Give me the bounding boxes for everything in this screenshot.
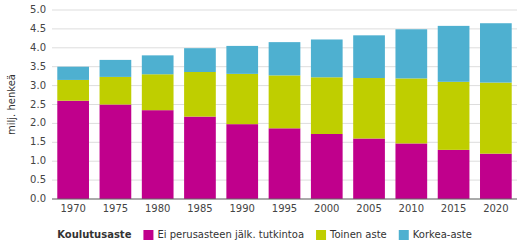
- legend-swatch: [399, 230, 409, 240]
- y-tick-label: 2.5: [30, 99, 46, 110]
- y-tick-label: 1.5: [30, 136, 46, 147]
- y-tick-label: 2.0: [30, 117, 46, 128]
- bar-segment: [57, 67, 89, 80]
- bar-segment: [57, 101, 89, 199]
- legend-title: Koulutusaste: [57, 229, 131, 240]
- bar-segment: [269, 128, 301, 199]
- x-tick-label: 2015: [441, 203, 466, 214]
- bar-segment: [226, 46, 258, 74]
- x-tick-label: 1990: [230, 203, 255, 214]
- bar-segment: [395, 143, 427, 199]
- chart: 0.0 0.5 1.0 1.5 2.0 2.5 3.0 3.5 4.0 4.5 5.0 milj. h…: [0, 0, 529, 249]
- x-tick-label: 1985: [187, 203, 212, 214]
- legend-swatch: [316, 230, 326, 240]
- x-tick-label: 1995: [272, 203, 297, 214]
- y-axis-label: milj. henkeä: [6, 74, 17, 135]
- bar-segment: [184, 48, 216, 72]
- bar-segment: [480, 23, 512, 82]
- bar-segment: [480, 154, 512, 199]
- bar-segment: [438, 150, 470, 199]
- bar-segment: [353, 139, 385, 199]
- x-axis: 1970 1975 1980 1985 1990 1995 2000 2005 2010 2015…: [52, 199, 517, 214]
- x-tick-label: 2020: [483, 203, 508, 214]
- bar-segment: [395, 29, 427, 78]
- bar-segment: [184, 72, 216, 117]
- bar-segment: [100, 60, 132, 77]
- bar-segment: [311, 134, 343, 199]
- x-axis-line: [52, 199, 517, 200]
- y-tick-label: 0.0: [30, 193, 46, 204]
- bar-segment: [142, 110, 174, 199]
- legend: Koulutusaste Ei perusasteen jälk. tutkint…: [57, 229, 472, 240]
- bar-segment: [142, 74, 174, 110]
- x-tick-label: 1975: [103, 203, 128, 214]
- x-tick-label: 2010: [399, 203, 424, 214]
- bar-segment: [311, 77, 343, 134]
- bar-segment: [353, 78, 385, 138]
- grid-line: [52, 10, 517, 11]
- grid: [52, 10, 517, 199]
- y-tick-label: 3.0: [30, 80, 46, 91]
- y-tick-label: 3.5: [30, 61, 46, 72]
- x-tick-label: 2000: [314, 203, 339, 214]
- bars: [57, 23, 511, 199]
- y-tick-label: 0.5: [30, 174, 46, 185]
- x-tick-label: 2005: [356, 203, 381, 214]
- bar-segment: [226, 124, 258, 199]
- grid-line: [52, 199, 517, 200]
- bar-segment: [100, 77, 132, 105]
- y-tick-label: 5.0: [30, 4, 46, 15]
- bar-segment: [269, 75, 301, 128]
- y-axis: 0.0 0.5 1.0 1.5 2.0 2.5 3.0 3.5 4.0 4.5 5.0: [30, 4, 46, 204]
- legend-entry: Toinen aste: [329, 229, 387, 240]
- y-tick-label: 4.0: [30, 42, 46, 53]
- bar-segment: [184, 117, 216, 199]
- y-tick-label: 1.0: [30, 155, 46, 166]
- bar-segment: [353, 35, 385, 78]
- bar-segment: [395, 78, 427, 143]
- x-tick-label: 1970: [60, 203, 85, 214]
- bar-segment: [438, 82, 470, 150]
- bar-segment: [438, 26, 470, 82]
- bar-segment: [57, 80, 89, 101]
- bar-segment: [269, 42, 301, 75]
- bar-segment: [226, 74, 258, 124]
- bar-segment: [311, 39, 343, 77]
- bar-segment: [142, 55, 174, 74]
- x-tick-label: 1980: [145, 203, 170, 214]
- legend-entry: Ei perusasteen jälk. tutkintoa: [157, 229, 304, 240]
- bar-segment: [100, 105, 132, 200]
- legend-entry: Korkea-aste: [413, 229, 472, 240]
- bar-segment: [480, 83, 512, 154]
- legend-swatch: [143, 230, 153, 240]
- y-tick-label: 4.5: [30, 23, 46, 34]
